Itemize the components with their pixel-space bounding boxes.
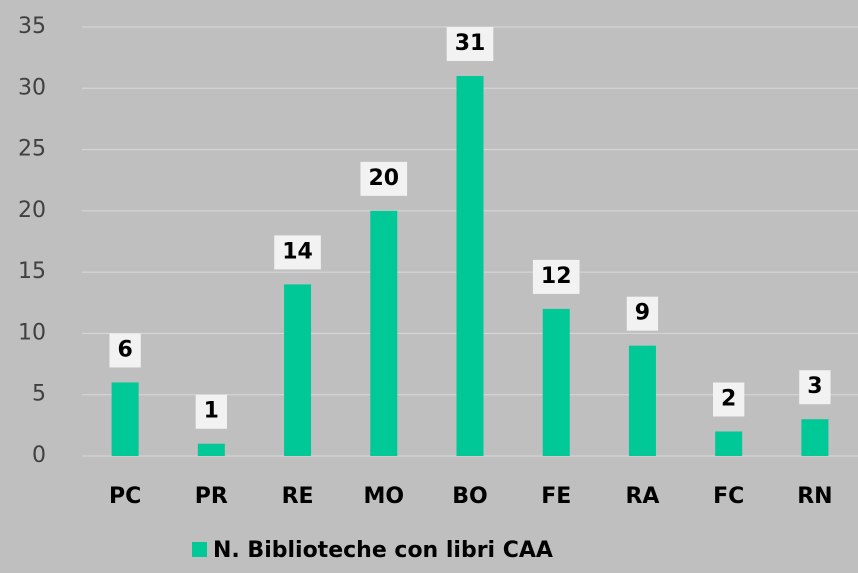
x-tick-label: FE xyxy=(541,484,571,509)
y-tick-label: 15 xyxy=(18,259,46,284)
x-tick-label: BO xyxy=(452,484,487,509)
y-tick-label: 30 xyxy=(18,75,46,100)
bar xyxy=(197,443,225,456)
y-tick-label: 35 xyxy=(18,14,46,39)
data-label: 12 xyxy=(541,264,572,289)
y-tick-label: 25 xyxy=(18,137,46,162)
data-label-box xyxy=(532,259,580,294)
data-label-box xyxy=(713,382,745,417)
x-tick-label: PC xyxy=(109,484,141,509)
bar xyxy=(542,308,570,456)
data-label: 6 xyxy=(117,337,132,362)
y-tick-label: 5 xyxy=(32,382,46,407)
x-tick-label: RA xyxy=(625,484,659,509)
data-label: 3 xyxy=(807,374,822,399)
bar xyxy=(284,284,312,456)
bar xyxy=(111,382,139,456)
x-tick-label: PR xyxy=(195,484,228,509)
legend-label: N. Biblioteche con libri CAA xyxy=(213,538,553,563)
data-label: 20 xyxy=(368,166,399,191)
bar xyxy=(456,76,484,457)
data-label-box xyxy=(274,235,321,270)
bar xyxy=(628,345,656,456)
data-label-box xyxy=(446,27,494,62)
x-tick-label: MO xyxy=(363,484,404,509)
data-label: 2 xyxy=(721,386,736,411)
data-label: 14 xyxy=(282,239,313,264)
data-label-box xyxy=(109,333,141,368)
data-label: 1 xyxy=(204,399,219,424)
data-label-box xyxy=(360,161,408,196)
y-tick-label: 0 xyxy=(32,443,46,468)
data-label: 31 xyxy=(455,31,486,56)
x-tick-label: RN xyxy=(797,484,832,509)
y-tick-label: 20 xyxy=(18,198,46,223)
data-label: 9 xyxy=(635,301,650,326)
legend-swatch xyxy=(192,542,207,557)
x-tick-label: FC xyxy=(713,484,744,509)
x-tick-label: RE xyxy=(282,484,314,509)
bar xyxy=(801,419,829,456)
y-tick-label: 10 xyxy=(18,320,46,345)
bar xyxy=(715,431,743,456)
bar xyxy=(370,210,398,456)
data-label-box xyxy=(799,370,831,405)
data-label-box xyxy=(626,296,659,331)
data-label-box xyxy=(195,394,227,429)
